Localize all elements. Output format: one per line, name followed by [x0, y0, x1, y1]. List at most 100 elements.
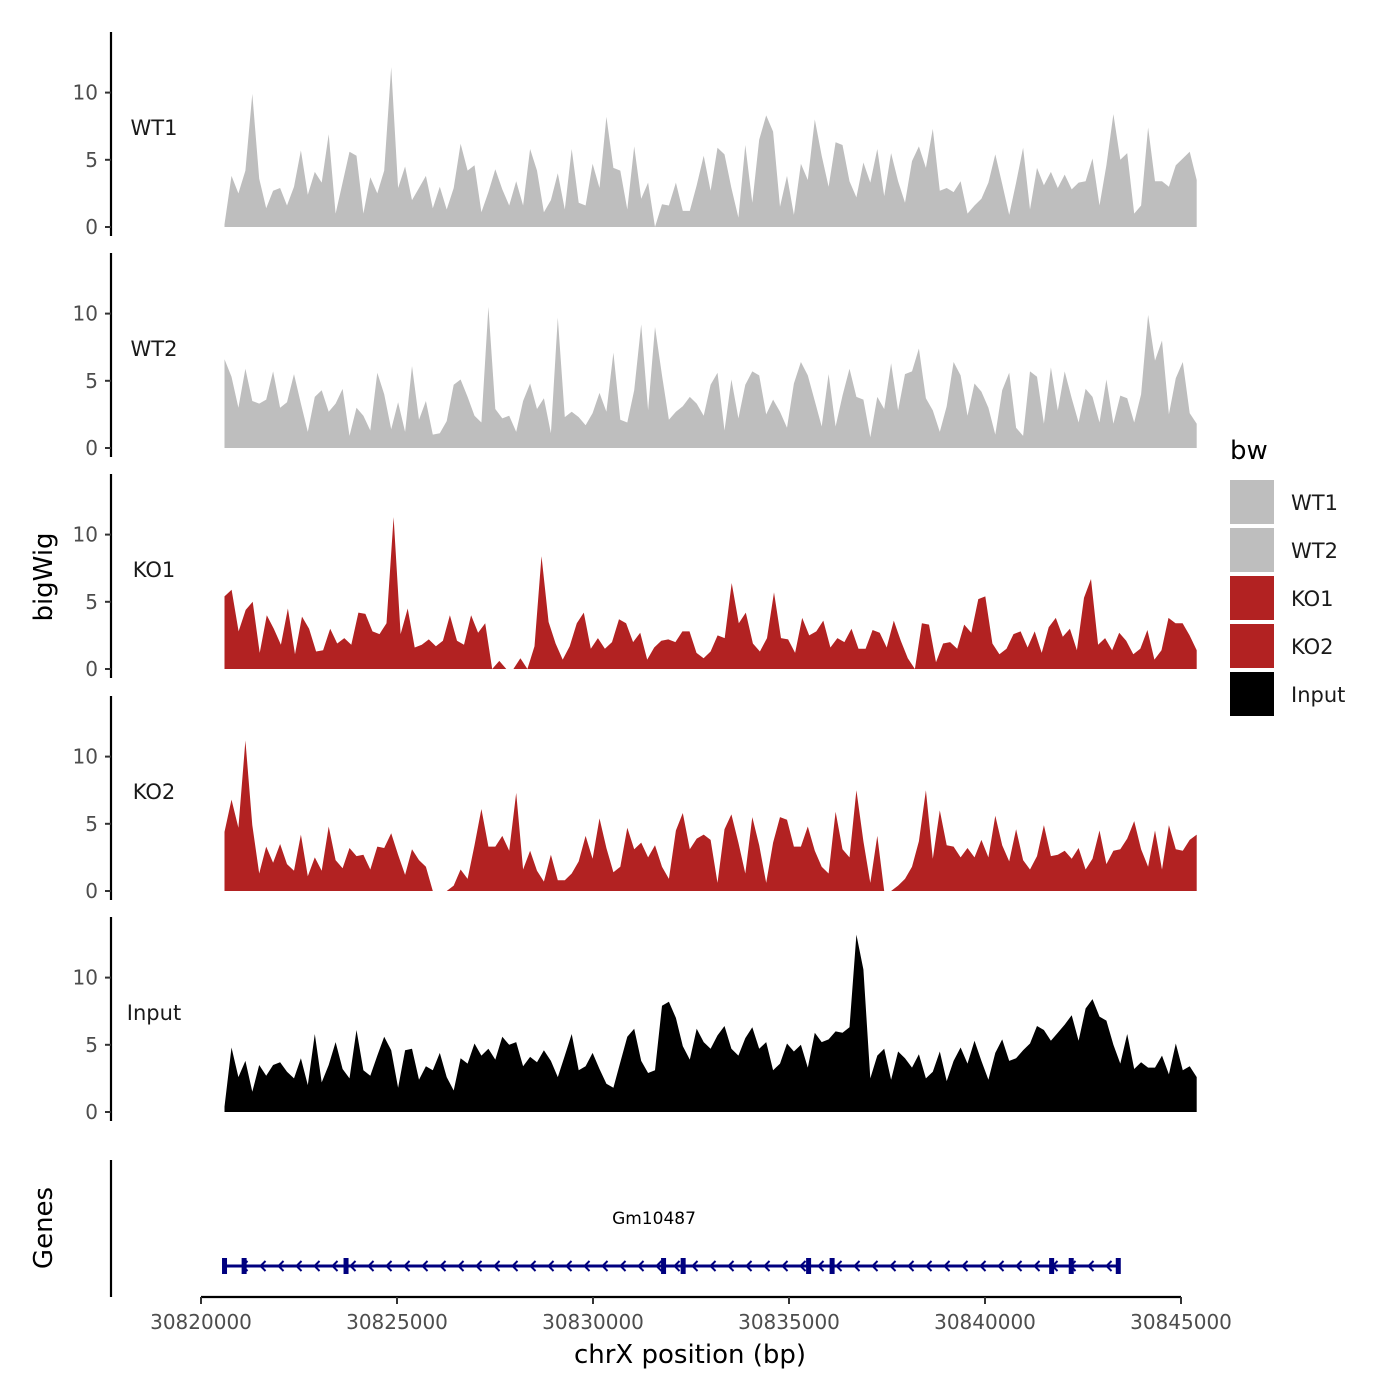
strand-arrow	[979, 1260, 987, 1272]
gene-name: Gm10487	[612, 1209, 696, 1229]
strand-arrow	[331, 1260, 339, 1272]
strand-arrow	[673, 1260, 681, 1272]
x-tick-label: 30825000	[346, 1310, 448, 1334]
strand-arrow	[313, 1260, 321, 1272]
track-ko1: 0 5 10 KO1	[73, 474, 1197, 681]
genes-panel: Gm10487	[109, 1160, 1121, 1297]
signal-area-ko1	[224, 517, 1197, 669]
x-tick-label: 30835000	[738, 1310, 840, 1334]
x-tick-label: 30840000	[934, 1310, 1036, 1334]
y-tick-label: 5	[85, 590, 98, 614]
y-tick-label: 0	[85, 657, 98, 681]
legend-swatch-ko2	[1230, 624, 1274, 668]
strand-arrow	[493, 1260, 501, 1272]
legend-swatch-wt1	[1230, 480, 1274, 524]
exon-mark	[1049, 1258, 1055, 1274]
y-tick-label: 0	[85, 215, 98, 239]
strand-arrow	[601, 1260, 609, 1272]
y-tick-label: 10	[73, 966, 98, 990]
track-label: KO2	[133, 780, 176, 804]
legend-swatch-input	[1230, 672, 1274, 716]
exon-mark	[241, 1258, 247, 1274]
strand-arrow	[403, 1260, 411, 1272]
signal-tracks: 0 5 10 WT1 0 5 10 WT2 0 5 10 KO1 0 5 10 KO2 0 5 10 Input	[73, 32, 1197, 1124]
y-tick-label: 5	[85, 369, 98, 393]
legend-label-ko2: KO2	[1291, 635, 1334, 659]
strand-arrow	[907, 1260, 915, 1272]
y-tick-label: 0	[85, 879, 98, 903]
strand-arrow	[475, 1260, 483, 1272]
strand-arrow	[763, 1260, 771, 1272]
y-tick-label: 10	[73, 745, 98, 769]
y-tick-label: 0	[85, 436, 98, 460]
strand-arrow	[511, 1260, 519, 1272]
strand-arrow	[727, 1260, 735, 1272]
strand-arrow	[1015, 1260, 1023, 1272]
y-tick-label: 5	[85, 148, 98, 172]
strand-arrow	[781, 1260, 789, 1272]
strand-arrow	[925, 1260, 933, 1272]
genes-axis-title: Genes	[29, 1187, 59, 1269]
track-label: WT1	[131, 116, 178, 140]
x-tick-label: 30820000	[150, 1310, 252, 1334]
track-ko2: 0 5 10 KO2	[73, 696, 1197, 903]
x-tick-label: 30830000	[542, 1310, 644, 1334]
strand-arrow	[385, 1260, 393, 1272]
signal-area-ko2	[224, 740, 1197, 891]
strand-arrow	[421, 1260, 429, 1272]
exon-mark	[222, 1258, 228, 1274]
strand-arrow	[817, 1260, 825, 1272]
signal-area-wt1	[224, 67, 1197, 227]
strand-arrow	[349, 1260, 357, 1272]
exon-mark	[343, 1258, 349, 1274]
strand-arrow	[943, 1260, 951, 1272]
track-wt1: 0 5 10 WT1	[73, 32, 1197, 239]
track-label: KO1	[133, 558, 176, 582]
strand-arrow	[295, 1260, 303, 1272]
legend-swatch-ko1	[1230, 576, 1274, 620]
strand-arrow	[259, 1260, 267, 1272]
strand-arrow	[691, 1260, 699, 1272]
strand-arrow	[583, 1260, 591, 1272]
exon-mark	[661, 1258, 667, 1274]
strand-arrow	[853, 1260, 861, 1272]
strand-arrow	[871, 1260, 879, 1272]
strand-arrow	[457, 1260, 465, 1272]
y-axis-title: bigWig	[29, 532, 59, 621]
y-axis-labels: bigWig Genes	[29, 532, 59, 1269]
x-axis: 30820000 30825000 30830000 30835000 30840000…	[150, 1295, 1232, 1370]
strand-arrow	[547, 1260, 555, 1272]
strand-arrow	[439, 1260, 447, 1272]
exon-mark	[1115, 1258, 1121, 1274]
y-tick-label: 5	[85, 812, 98, 836]
strand-arrow	[529, 1260, 537, 1272]
strand-arrow	[1033, 1260, 1041, 1272]
exon-mark	[1068, 1258, 1074, 1274]
y-tick-label: 10	[73, 302, 98, 326]
legend-swatch-wt2	[1230, 528, 1274, 572]
strand-arrow	[997, 1260, 1005, 1272]
legend: bw WT1 WT2 KO1 KO2 Input	[1230, 436, 1345, 716]
strand-arrow	[637, 1260, 645, 1272]
exon-mark	[829, 1258, 835, 1274]
legend-label-input: Input	[1291, 683, 1345, 707]
legend-label-wt2: WT2	[1291, 539, 1338, 563]
y-tick-label: 10	[73, 523, 98, 547]
x-axis-title: chrX position (bp)	[574, 1340, 806, 1370]
strand-arrow	[961, 1260, 969, 1272]
strand-arrow	[655, 1260, 663, 1272]
y-tick-label: 5	[85, 1033, 98, 1057]
strand-arrow	[835, 1260, 843, 1272]
legend-label-ko1: KO1	[1291, 587, 1334, 611]
strand-arrow	[889, 1260, 897, 1272]
exon-mark	[806, 1258, 812, 1274]
y-tick-label: 10	[73, 81, 98, 105]
signal-area-wt2	[224, 306, 1197, 448]
legend-label-wt1: WT1	[1291, 491, 1338, 515]
strand-arrow	[277, 1260, 285, 1272]
legend-title: bw	[1230, 436, 1268, 466]
track-input: 0 5 10 Input	[73, 917, 1197, 1124]
track-label: WT2	[131, 337, 178, 361]
x-tick-label: 30845000	[1130, 1310, 1232, 1334]
